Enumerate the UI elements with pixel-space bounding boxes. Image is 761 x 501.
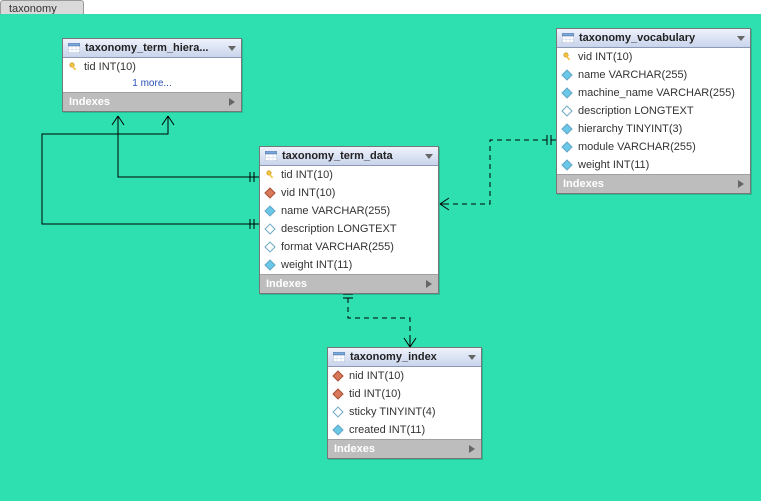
column-label: sticky TINYINT(4) bbox=[349, 406, 436, 418]
column-row[interactable]: nid INT(10) bbox=[328, 367, 481, 385]
column-fk-icon bbox=[334, 389, 344, 399]
table-index[interactable]: taxonomy_indexnid INT(10) tid INT(10) stic… bbox=[327, 347, 482, 459]
table-hierarchy[interactable]: taxonomy_term_hiera...tid INT(10) 1 more.… bbox=[62, 38, 242, 112]
column-label: tid INT(10) bbox=[281, 169, 333, 181]
column-row[interactable]: format VARCHAR(255) bbox=[260, 238, 438, 256]
column-pk-icon bbox=[266, 170, 276, 180]
column-label: hierarchy TINYINT(3) bbox=[578, 123, 682, 135]
column-attr_hollow-icon bbox=[334, 407, 344, 417]
column-row[interactable]: description LONGTEXT bbox=[260, 220, 438, 238]
table-header[interactable]: taxonomy_term_data bbox=[260, 147, 438, 166]
column-label: nid INT(10) bbox=[349, 370, 404, 382]
column-label: created INT(11) bbox=[349, 424, 425, 436]
column-row[interactable]: vid INT(10) bbox=[260, 184, 438, 202]
column-row[interactable]: tid INT(10) bbox=[260, 166, 438, 184]
column-row[interactable]: module VARCHAR(255) bbox=[557, 138, 750, 156]
column-label: vid INT(10) bbox=[281, 187, 335, 199]
column-label: name VARCHAR(255) bbox=[578, 69, 687, 81]
more-link[interactable]: 1 more... bbox=[63, 76, 241, 92]
collapse-triangle-icon[interactable] bbox=[737, 36, 745, 41]
indexes-bar[interactable]: Indexes bbox=[63, 92, 241, 111]
column-row[interactable]: machine_name VARCHAR(255) bbox=[557, 84, 750, 102]
column-pk-icon bbox=[563, 52, 573, 62]
table-icon bbox=[68, 43, 80, 53]
column-fk-icon bbox=[334, 371, 344, 381]
table-header[interactable]: taxonomy_term_hiera... bbox=[63, 39, 241, 58]
column-attr_filled-icon bbox=[563, 88, 573, 98]
column-attr_hollow-icon bbox=[266, 242, 276, 252]
table-icon bbox=[333, 352, 345, 362]
column-fk-icon bbox=[266, 188, 276, 198]
table-header[interactable]: taxonomy_vocabulary bbox=[557, 29, 750, 48]
column-label: description LONGTEXT bbox=[281, 223, 397, 235]
column-row[interactable]: hierarchy TINYINT(3) bbox=[557, 120, 750, 138]
column-attr_filled-icon bbox=[563, 142, 573, 152]
column-label: tid INT(10) bbox=[349, 388, 401, 400]
indexes-bar[interactable]: Indexes bbox=[328, 439, 481, 458]
column-label: machine_name VARCHAR(255) bbox=[578, 87, 735, 99]
column-attr_filled-icon bbox=[563, 70, 573, 80]
indexes-label: Indexes bbox=[69, 96, 110, 108]
column-row[interactable]: description LONGTEXT bbox=[557, 102, 750, 120]
column-label: description LONGTEXT bbox=[578, 105, 694, 117]
column-attr_filled-icon bbox=[266, 206, 276, 216]
column-row[interactable]: weight INT(11) bbox=[557, 156, 750, 174]
column-row[interactable]: tid INT(10) bbox=[328, 385, 481, 403]
column-attr_filled-icon bbox=[563, 160, 573, 170]
column-attr_filled-icon bbox=[563, 124, 573, 134]
indexes-bar[interactable]: Indexes bbox=[557, 174, 750, 193]
collapse-triangle-icon[interactable] bbox=[468, 355, 476, 360]
column-pk-icon bbox=[69, 62, 79, 72]
column-row[interactable]: weight INT(11) bbox=[260, 256, 438, 274]
table-title: taxonomy_term_data bbox=[282, 150, 421, 162]
table-vocabulary[interactable]: taxonomy_vocabularyvid INT(10) name VARCH… bbox=[556, 28, 751, 194]
column-attr_hollow-icon bbox=[563, 106, 573, 116]
table-icon bbox=[562, 33, 574, 43]
column-row[interactable]: vid INT(10) bbox=[557, 48, 750, 66]
indexes-label: Indexes bbox=[266, 278, 307, 290]
indexes-label: Indexes bbox=[334, 443, 375, 455]
collapse-triangle-icon[interactable] bbox=[228, 46, 236, 51]
column-row[interactable]: created INT(11) bbox=[328, 421, 481, 439]
column-label: name VARCHAR(255) bbox=[281, 205, 390, 217]
expand-triangle-icon[interactable] bbox=[229, 98, 235, 106]
column-row[interactable]: tid INT(10) bbox=[63, 58, 241, 76]
column-attr_filled-icon bbox=[334, 425, 344, 435]
table-title: taxonomy_vocabulary bbox=[579, 32, 733, 44]
expand-triangle-icon[interactable] bbox=[469, 445, 475, 453]
erd-canvas: taxonomy taxonomy_term_hiera...tid INT(1… bbox=[0, 0, 761, 501]
collapse-triangle-icon[interactable] bbox=[425, 154, 433, 159]
column-row[interactable]: name VARCHAR(255) bbox=[557, 66, 750, 84]
column-label: weight INT(11) bbox=[578, 159, 649, 171]
table-header[interactable]: taxonomy_index bbox=[328, 348, 481, 367]
expand-triangle-icon[interactable] bbox=[426, 280, 432, 288]
column-label: weight INT(11) bbox=[281, 259, 352, 271]
table-icon bbox=[265, 151, 277, 161]
indexes-label: Indexes bbox=[563, 178, 604, 190]
table-title: taxonomy_term_hiera... bbox=[85, 42, 224, 54]
column-attr_filled-icon bbox=[266, 260, 276, 270]
expand-triangle-icon[interactable] bbox=[738, 180, 744, 188]
column-attr_hollow-icon bbox=[266, 224, 276, 234]
column-row[interactable]: sticky TINYINT(4) bbox=[328, 403, 481, 421]
column-label: vid INT(10) bbox=[578, 51, 632, 63]
table-term_data[interactable]: taxonomy_term_datatid INT(10) vid INT(10)… bbox=[259, 146, 439, 294]
table-title: taxonomy_index bbox=[350, 351, 464, 363]
indexes-bar[interactable]: Indexes bbox=[260, 274, 438, 293]
column-label: module VARCHAR(255) bbox=[578, 141, 696, 153]
column-row[interactable]: name VARCHAR(255) bbox=[260, 202, 438, 220]
column-label: format VARCHAR(255) bbox=[281, 241, 394, 253]
column-label: tid INT(10) bbox=[84, 61, 136, 73]
